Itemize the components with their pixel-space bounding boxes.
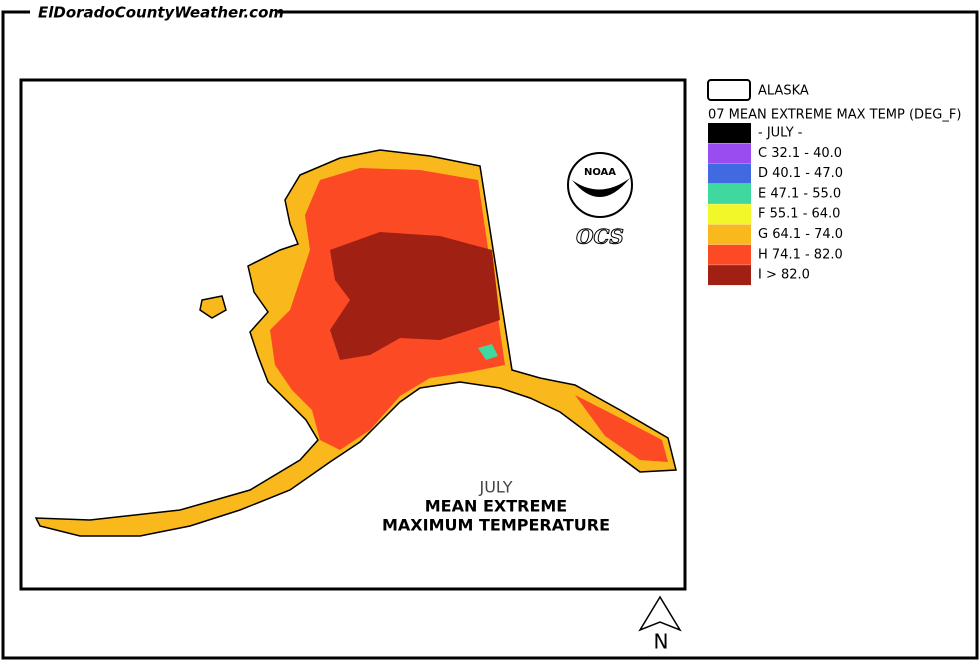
legend-layer: ALASKA: [758, 84, 809, 99]
island: [199, 295, 227, 319]
legend-swatch: [708, 163, 751, 184]
legend-swatch: [708, 143, 751, 164]
legend-swatch: [708, 224, 751, 245]
map-title-2: MEAN EXTREME: [425, 497, 567, 516]
legend-swatch: [708, 265, 751, 286]
map-title-1: JULY: [479, 478, 513, 497]
legend-swatch: [708, 204, 751, 225]
north-label: N: [654, 630, 669, 654]
logo-office: OCS: [576, 225, 624, 249]
map-title-3: MAXIMUM TEMPERATURE: [382, 516, 610, 535]
legend-label: I > 82.0: [758, 268, 810, 283]
legend-label: H 74.1 - 82.0: [758, 247, 843, 262]
legend-label: F 55.1 - 64.0: [758, 207, 840, 222]
header-bg: [30, 2, 278, 24]
legend-label: G 64.1 - 74.0: [758, 227, 843, 242]
zone-h-panhandle: [575, 395, 668, 462]
legend-label: - JULY -: [758, 126, 803, 141]
legend-label: D 40.1 - 47.0: [758, 166, 843, 181]
logo-circle: [567, 152, 633, 218]
legend-label: C 32.1 - 40.0: [758, 146, 842, 161]
legend-swatch: [708, 244, 751, 265]
legend-label: E 47.1 - 55.0: [758, 186, 841, 201]
legend-swatch: [708, 183, 751, 204]
legend-title: 07 MEAN EXTREME MAX TEMP (DEG_F): [708, 108, 961, 123]
legend-layer-box: [707, 79, 751, 101]
site-title: ElDoradoCountyWeather.com: [38, 4, 284, 22]
legend-swatch: [708, 123, 751, 143]
north-arrow: [638, 595, 682, 632]
zone-e: [478, 344, 498, 360]
logo-agency: NOAA: [584, 167, 616, 178]
outer-frame: [1, 10, 979, 660]
alaska-map: [34, 149, 677, 537]
logo-bird: [572, 178, 630, 198]
zone-i: [330, 232, 500, 360]
